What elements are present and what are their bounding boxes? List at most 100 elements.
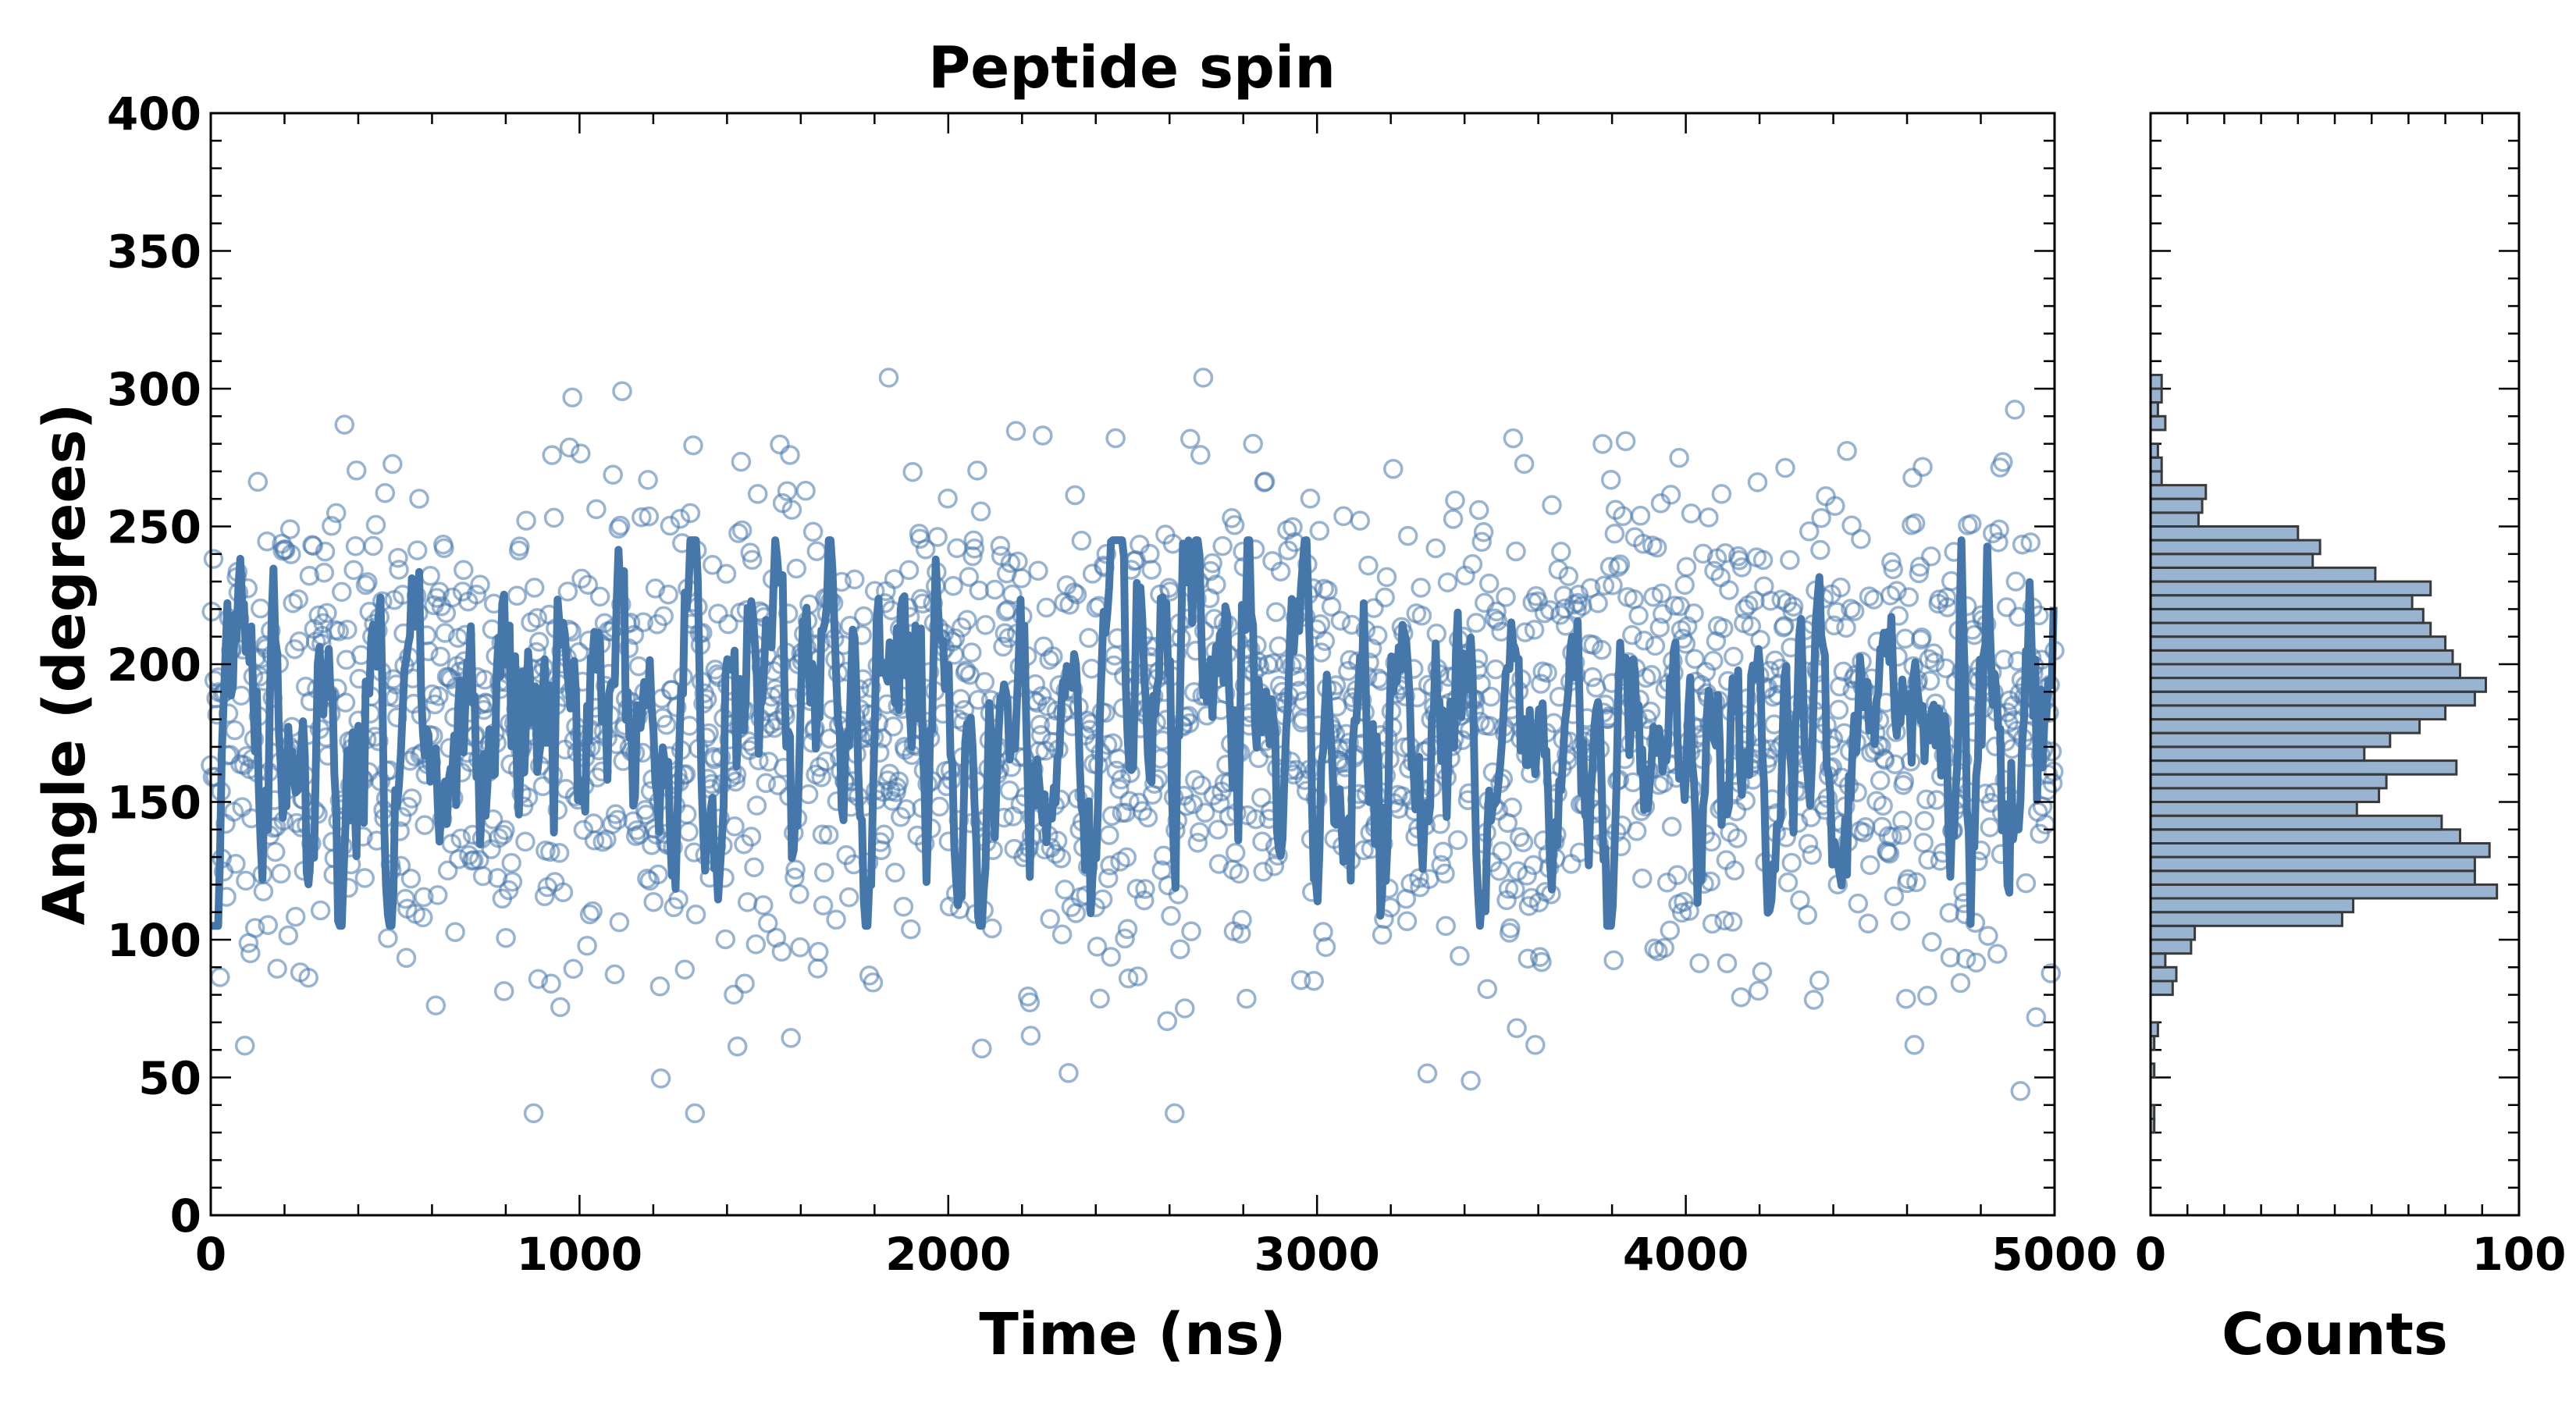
scatter-point — [1883, 559, 1903, 580]
scatter-point — [1774, 616, 1795, 636]
scatter-point — [1175, 998, 1195, 1019]
scatter-point — [563, 958, 584, 980]
scatter-point — [543, 507, 564, 528]
scatter-point — [814, 862, 834, 883]
scatter-point — [1892, 810, 1912, 831]
scatter-point — [493, 981, 514, 1001]
scatter-point — [1603, 950, 1624, 971]
scatter-point — [1309, 521, 1330, 541]
scatter-point — [1940, 948, 1961, 968]
scatter-point — [1417, 1063, 1438, 1084]
scatter-point — [1539, 599, 1560, 620]
histogram-bar — [2149, 511, 2200, 528]
histogram-bar — [2149, 911, 2343, 927]
scatter-point — [1646, 537, 1667, 558]
histogram-tick-labels: 0 100 — [2135, 1228, 2567, 1281]
scatter-point — [2005, 400, 2025, 420]
scatter-point — [1397, 525, 1418, 546]
scatter-point — [1966, 952, 1987, 973]
scatter-point — [745, 934, 767, 955]
scatter-point — [550, 997, 571, 1018]
scatter-point — [1798, 834, 1819, 854]
x-axis-label: Time (ns) — [979, 1301, 1286, 1368]
scatter-point — [265, 841, 286, 862]
scatter-point — [1502, 797, 1522, 818]
scatter-point — [1252, 831, 1272, 852]
scatter-point — [1264, 855, 1285, 876]
scatter-point — [1660, 485, 1681, 505]
y-tick-label: 100 — [107, 914, 201, 967]
scatter-point — [226, 854, 246, 874]
scatter-point — [780, 445, 800, 465]
scatter-point — [1882, 827, 1902, 847]
scatter-point — [1036, 597, 1057, 618]
scatter-point — [756, 773, 777, 794]
scatter-point — [1989, 519, 2009, 540]
scatter-point — [1797, 905, 1818, 926]
scatter-point — [813, 895, 834, 916]
scatter-point — [1679, 901, 1699, 921]
histogram-ticks — [2149, 113, 2521, 1215]
scatter-point — [1135, 879, 1155, 899]
scatter-point — [1477, 979, 1498, 999]
scatter-point — [609, 912, 630, 933]
scatter-point — [816, 751, 836, 772]
scatter-point — [1950, 972, 1971, 994]
scatter-point — [1799, 521, 1820, 542]
histogram-bar — [2149, 635, 2447, 652]
scatter-point — [1108, 748, 1129, 769]
scatter-point — [1927, 790, 1947, 810]
scatter-point — [898, 560, 920, 581]
scatter-point — [375, 482, 396, 503]
scatter-point — [1231, 923, 1251, 944]
scatter-point — [1894, 771, 1915, 791]
scatter-point — [1863, 589, 1884, 610]
scatter-point — [632, 507, 652, 528]
scatter-point — [1904, 1035, 1925, 1055]
scatter-point — [258, 915, 279, 935]
scatter-point — [974, 672, 995, 692]
scatter-point — [358, 572, 378, 592]
histogram-bar — [2149, 663, 2461, 680]
scatter-point — [1265, 602, 1286, 622]
scatter-point — [994, 623, 1016, 644]
scatter-point — [427, 885, 448, 905]
scatter-point — [656, 714, 677, 735]
scatter-point — [534, 886, 555, 907]
scatter-point — [1809, 970, 1830, 991]
scatter-point — [592, 831, 613, 852]
scatter-point — [1161, 905, 1181, 926]
scatter-point — [1506, 541, 1526, 562]
scatter-point — [1685, 649, 1705, 669]
scatter-point — [562, 387, 582, 407]
histogram-x-tick-label: 0 — [2135, 1228, 2166, 1281]
scatter-point — [557, 581, 578, 602]
scatter-point — [528, 969, 549, 990]
scatter-point — [795, 481, 816, 501]
scatter-point — [1475, 592, 1495, 613]
scatter-point — [1628, 605, 1649, 626]
y-tick-label: 50 — [138, 1052, 201, 1105]
scatter-point — [1518, 896, 1539, 916]
y-tick-label: 200 — [107, 638, 201, 692]
scatter-point — [382, 453, 403, 475]
scatter-point — [524, 578, 545, 598]
histogram-bar — [2149, 387, 2163, 404]
scatter-point — [1825, 496, 1845, 516]
scatter-point — [1051, 848, 1072, 869]
scatter-point — [1300, 489, 1321, 509]
scatter-point — [1914, 810, 1935, 831]
scatter-point — [267, 958, 287, 979]
histogram-bar — [2149, 470, 2163, 487]
scatter-point — [1071, 531, 1092, 551]
scatter-point — [343, 560, 364, 581]
scatter-point — [389, 560, 409, 580]
scatter-point — [1828, 699, 1849, 720]
scatter-point — [365, 514, 386, 535]
scatter-point — [2026, 1007, 2047, 1028]
scatter-point — [1478, 573, 1500, 594]
scatter-point — [1988, 532, 2008, 553]
scatter-point — [807, 958, 828, 979]
scatter-point — [1699, 507, 1719, 528]
scatter-point — [1099, 825, 1119, 845]
